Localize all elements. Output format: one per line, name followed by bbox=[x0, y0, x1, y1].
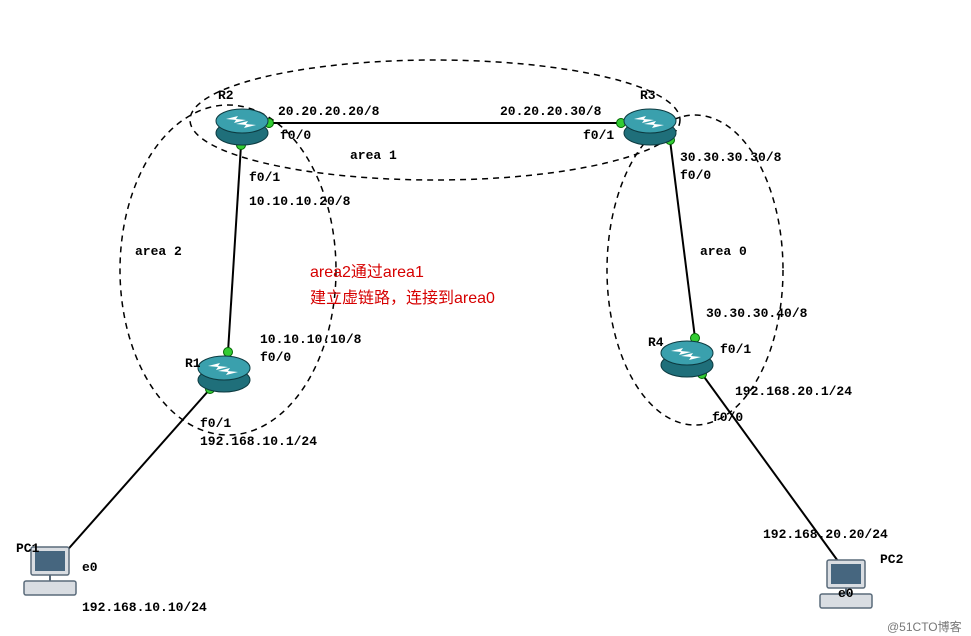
pc1-label: PC1 bbox=[16, 541, 39, 556]
r4-f01-ip: 30.30.30.40/8 bbox=[706, 306, 807, 321]
r1-f01: f0/1 bbox=[200, 416, 231, 431]
watermark: @51CTO博客 bbox=[887, 618, 962, 635]
pc2-e0: e0 bbox=[838, 586, 854, 601]
pc2-icon bbox=[818, 558, 876, 612]
router-r3-icon bbox=[622, 103, 678, 147]
link-r1-pc1 bbox=[63, 389, 210, 555]
r3-f01-ip: 20.20.20.30/8 bbox=[500, 104, 601, 119]
link-r2-r1 bbox=[228, 145, 241, 352]
r3-f01: f0/1 bbox=[583, 128, 614, 143]
router-r4-label: R4 bbox=[648, 335, 664, 350]
area0-label: area 0 bbox=[700, 244, 747, 259]
pc1-ip: 192.168.10.10/24 bbox=[82, 600, 207, 615]
r2-f00-ip: 20.20.20.20/8 bbox=[278, 104, 379, 119]
r1-f00: f0/0 bbox=[260, 350, 291, 365]
r2-f00: f0/0 bbox=[280, 128, 311, 143]
area1-label: area 1 bbox=[350, 148, 397, 163]
note-line2: 建立虚链路，连接到area0 bbox=[310, 286, 495, 312]
router-r2-label: R2 bbox=[218, 88, 234, 103]
r4-f01: f0/1 bbox=[720, 342, 751, 357]
router-r3-label: R3 bbox=[640, 88, 656, 103]
r2-f01: f0/1 bbox=[249, 170, 280, 185]
note-text: area2通过area1 建立虚链路，连接到area0 bbox=[310, 260, 495, 311]
router-r4-icon bbox=[659, 335, 715, 379]
area2-label: area 2 bbox=[135, 244, 182, 259]
r3-f00: f0/0 bbox=[680, 168, 711, 183]
r3-f00-ip: 30.30.30.30/8 bbox=[680, 150, 781, 165]
r1-f01-ip: 192.168.10.1/24 bbox=[200, 434, 317, 449]
r4-f00-ip: 192.168.20.1/24 bbox=[735, 384, 852, 399]
router-r1-icon bbox=[196, 350, 252, 394]
diagram-canvas: R1 R2 R3 R4 PC1 PC2 area 1 area 2 area 0… bbox=[0, 0, 971, 636]
r4-f00: f0/0 bbox=[712, 410, 743, 425]
r2-f01-ip: 10.10.10.20/8 bbox=[249, 194, 350, 209]
router-r1-label: R1 bbox=[185, 356, 201, 371]
pc2-ip: 192.168.20.20/24 bbox=[763, 527, 888, 542]
r1-f00-ip: 10.10.10.10/8 bbox=[260, 332, 361, 347]
router-r2-icon bbox=[214, 103, 270, 147]
note-line1: area2通过area1 bbox=[310, 260, 495, 286]
pc1-e0: e0 bbox=[82, 560, 98, 575]
pc2-label: PC2 bbox=[880, 552, 903, 567]
